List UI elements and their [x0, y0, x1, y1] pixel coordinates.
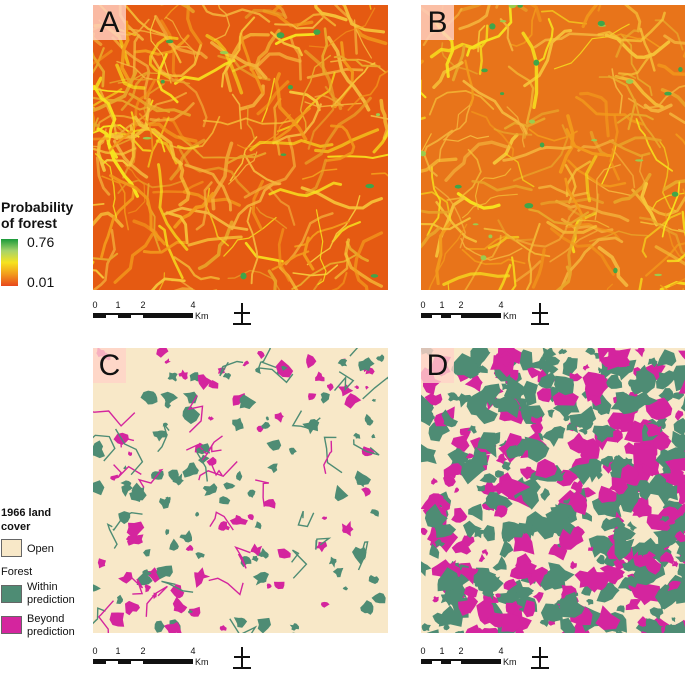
open-swatch: [1, 539, 22, 557]
scale-bar-graphic: [421, 313, 501, 318]
map-raster-d: [421, 348, 685, 633]
map-raster-c: [93, 348, 388, 633]
scale-bar-a: 0 1 2 4 Km: [92, 300, 293, 330]
panel-label-b: B: [421, 5, 454, 40]
beyond-prediction-swatch: [1, 616, 22, 634]
map-raster-a: [93, 5, 388, 290]
scale-tick: 4: [498, 300, 504, 310]
scale-bar-c: 0 1 2 4 Km: [92, 646, 293, 676]
scale-unit: Km: [503, 311, 517, 321]
probability-max-label: 0.76: [27, 234, 55, 250]
north-arrow-icon: [531, 303, 549, 325]
scale-tick: 2: [458, 646, 464, 656]
scale-bar-d: 0 1 2 4 Km: [420, 646, 621, 676]
scale-bar-graphic: [93, 313, 193, 318]
scale-tick: 0: [420, 300, 426, 310]
scale-tick: 0: [92, 646, 98, 656]
scale-tick: 2: [140, 300, 146, 310]
north-arrow-icon: [233, 303, 251, 325]
map-panel-b: B: [421, 5, 685, 290]
scale-bar-graphic: [421, 659, 501, 664]
map-panel-d: D: [421, 348, 685, 633]
north-arrow-icon: [531, 647, 549, 669]
within-prediction-swatch: [1, 585, 22, 603]
probability-min-label: 0.01: [27, 274, 55, 290]
scale-unit: Km: [195, 311, 209, 321]
scale-unit: Km: [195, 657, 209, 667]
scale-tick: 1: [115, 646, 121, 656]
scale-tick: 2: [140, 646, 146, 656]
scale-tick: 1: [115, 300, 121, 310]
scale-tick: 1: [439, 646, 445, 656]
scale-tick: 4: [190, 646, 196, 656]
scale-tick: 4: [190, 300, 196, 310]
panel-label-c: C: [93, 348, 126, 383]
beyond-prediction-label-2: prediction: [27, 626, 75, 638]
scale-tick: 0: [92, 300, 98, 310]
probability-legend-title-1: Probability: [1, 199, 74, 215]
north-arrow-icon: [233, 647, 251, 669]
open-label: Open: [27, 543, 54, 555]
scale-tick: 0: [420, 646, 426, 656]
within-prediction-label-2: prediction: [27, 594, 75, 606]
panel-label-a: A: [93, 5, 126, 40]
scale-unit: Km: [503, 657, 517, 667]
map-raster-b: [421, 5, 685, 290]
beyond-prediction-label-1: Beyond: [27, 613, 65, 625]
within-prediction-label-1: Within: [27, 581, 58, 593]
scale-tick: 4: [498, 646, 504, 656]
map-panel-c: C: [93, 348, 388, 633]
landcover-legend-title-1: 1966 land: [1, 507, 52, 519]
probability-legend-title-2: of forest: [1, 215, 57, 231]
map-panel-a: A: [93, 5, 388, 290]
forest-label: Forest: [1, 566, 33, 578]
scale-tick: 1: [439, 300, 445, 310]
scale-bar-graphic: [93, 659, 193, 664]
panel-label-d: D: [421, 348, 454, 383]
scale-bar-b: 0 1 2 4 Km: [420, 300, 621, 330]
landcover-legend-title-2: cover: [1, 521, 31, 533]
scale-tick: 2: [458, 300, 464, 310]
probability-gradient-swatch: [1, 239, 18, 286]
